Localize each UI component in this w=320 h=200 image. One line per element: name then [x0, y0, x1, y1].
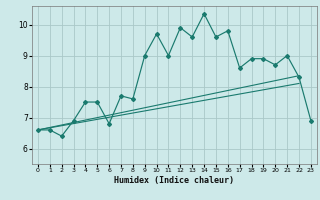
- X-axis label: Humidex (Indice chaleur): Humidex (Indice chaleur): [115, 176, 234, 185]
